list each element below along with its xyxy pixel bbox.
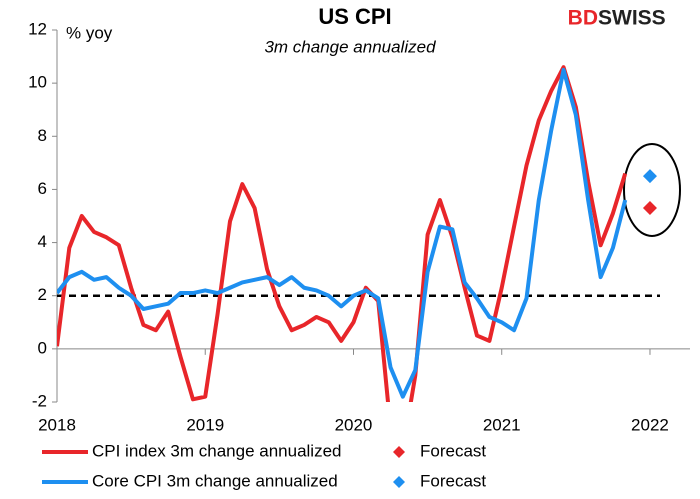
- y-tick-label: 10: [28, 73, 47, 92]
- legend-swatch: [393, 476, 405, 488]
- y-tick-label: 0: [38, 338, 47, 357]
- y-axis-label: % yoy: [66, 23, 113, 42]
- legend-label: Forecast: [420, 441, 486, 460]
- x-tick-label: 2019: [186, 415, 224, 434]
- forecast-highlight: [623, 143, 681, 237]
- brand-part2: SWISS: [598, 7, 666, 30]
- y-tick-label: 2: [38, 285, 47, 304]
- chart-subtitle: 3m change annualized: [264, 37, 436, 56]
- legend-label: Forecast: [420, 471, 486, 490]
- brand-part1: BD: [568, 7, 598, 30]
- y-tick-label: -2: [32, 391, 47, 410]
- x-tick-label: 2022: [631, 415, 669, 434]
- chart-title: US CPI: [318, 4, 391, 29]
- y-tick-label: 12: [28, 19, 47, 38]
- legend-swatch: [393, 446, 405, 458]
- x-tick-label: 2021: [483, 415, 521, 434]
- x-tick-label: 2018: [38, 415, 76, 434]
- plot-area: [57, 65, 657, 402]
- series-line: [57, 67, 628, 399]
- y-tick-label: 8: [38, 126, 47, 145]
- forecast-point: [642, 201, 657, 216]
- forecast-point: [642, 169, 657, 184]
- legend-label: CPI index 3m change annualized: [92, 441, 342, 460]
- x-tick-label: 2020: [335, 415, 373, 434]
- y-tick-label: 4: [38, 232, 47, 251]
- y-tick-label: 6: [38, 179, 47, 198]
- legend-label: Core CPI 3m change annualized: [92, 471, 338, 490]
- series-line: [57, 65, 628, 402]
